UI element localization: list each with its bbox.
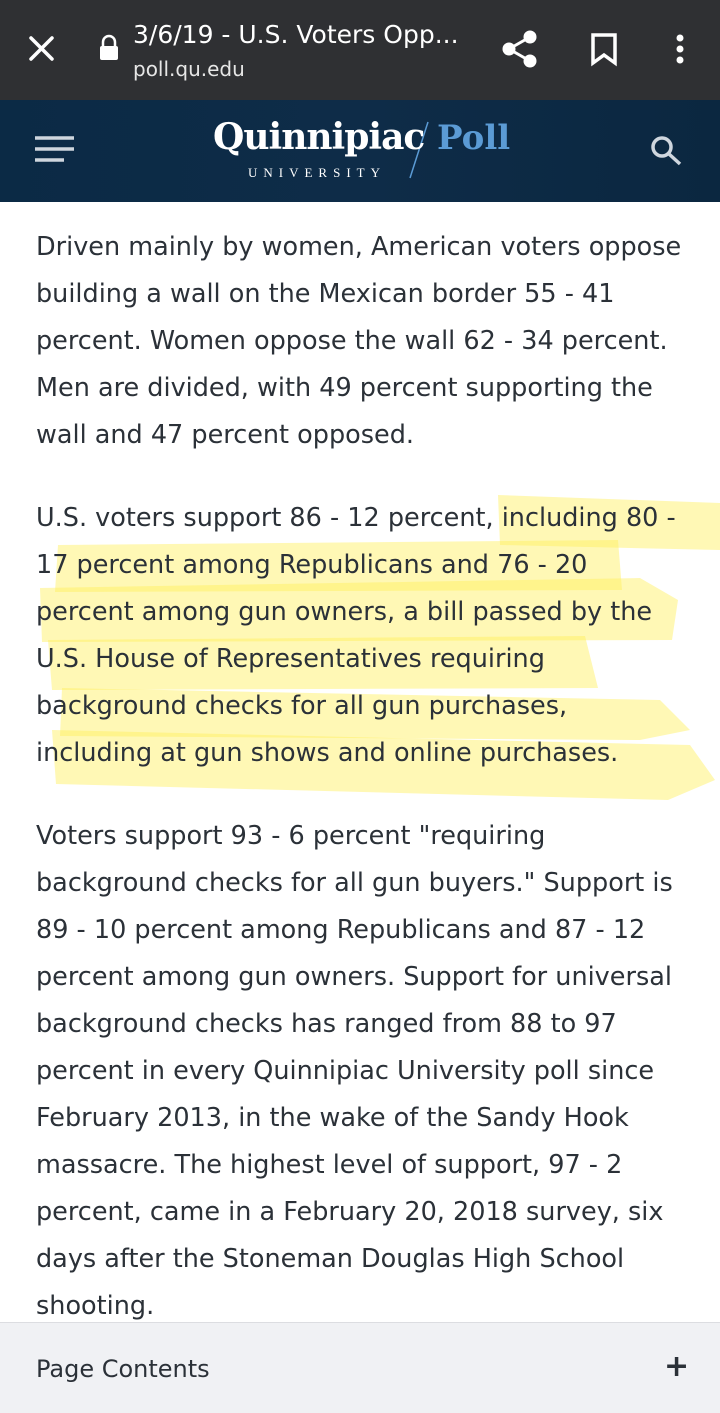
tab-title: 3/6/19 - U.S. Voters Opp... bbox=[133, 20, 459, 49]
logo-poll[interactable]: Poll bbox=[437, 118, 511, 158]
menu-icon[interactable] bbox=[676, 34, 684, 64]
page-contents-bar[interactable]: Page Contents + bbox=[0, 1322, 720, 1413]
page-contents-label[interactable]: Page Contents bbox=[36, 1355, 210, 1383]
paragraph: U.S. voters support 86 - 12 percent, inc… bbox=[36, 503, 676, 768]
header-icons bbox=[35, 121, 682, 179]
logo-main[interactable]: Quinnipiac bbox=[213, 116, 425, 158]
url: poll.qu.edu bbox=[133, 57, 245, 81]
highlight-marks bbox=[40, 495, 720, 800]
share-icon[interactable] bbox=[502, 30, 537, 68]
logo-sub: UNIVERSITY bbox=[248, 165, 386, 180]
lock-icon bbox=[100, 34, 118, 60]
paragraph: Voters support 93 - 6 percent "requiring… bbox=[36, 821, 673, 1321]
logo-divider bbox=[409, 121, 429, 179]
bookmark-icon[interactable] bbox=[591, 33, 617, 67]
expand-toggle[interactable]: + bbox=[664, 1349, 690, 1384]
paragraph: Driven mainly by women, American voters … bbox=[36, 232, 682, 450]
highlighter bbox=[40, 495, 720, 800]
site-header bbox=[0, 100, 720, 202]
search-icon[interactable] bbox=[651, 136, 682, 166]
browser-toolbar: 3/6/19 - U.S. Voters Opp... poll.qu.edu bbox=[0, 0, 720, 100]
toolbar-icons bbox=[29, 30, 684, 68]
article: Driven mainly by women, American voters … bbox=[36, 224, 686, 1366]
hamburger-icon[interactable] bbox=[35, 136, 74, 162]
close-icon[interactable] bbox=[29, 36, 54, 61]
